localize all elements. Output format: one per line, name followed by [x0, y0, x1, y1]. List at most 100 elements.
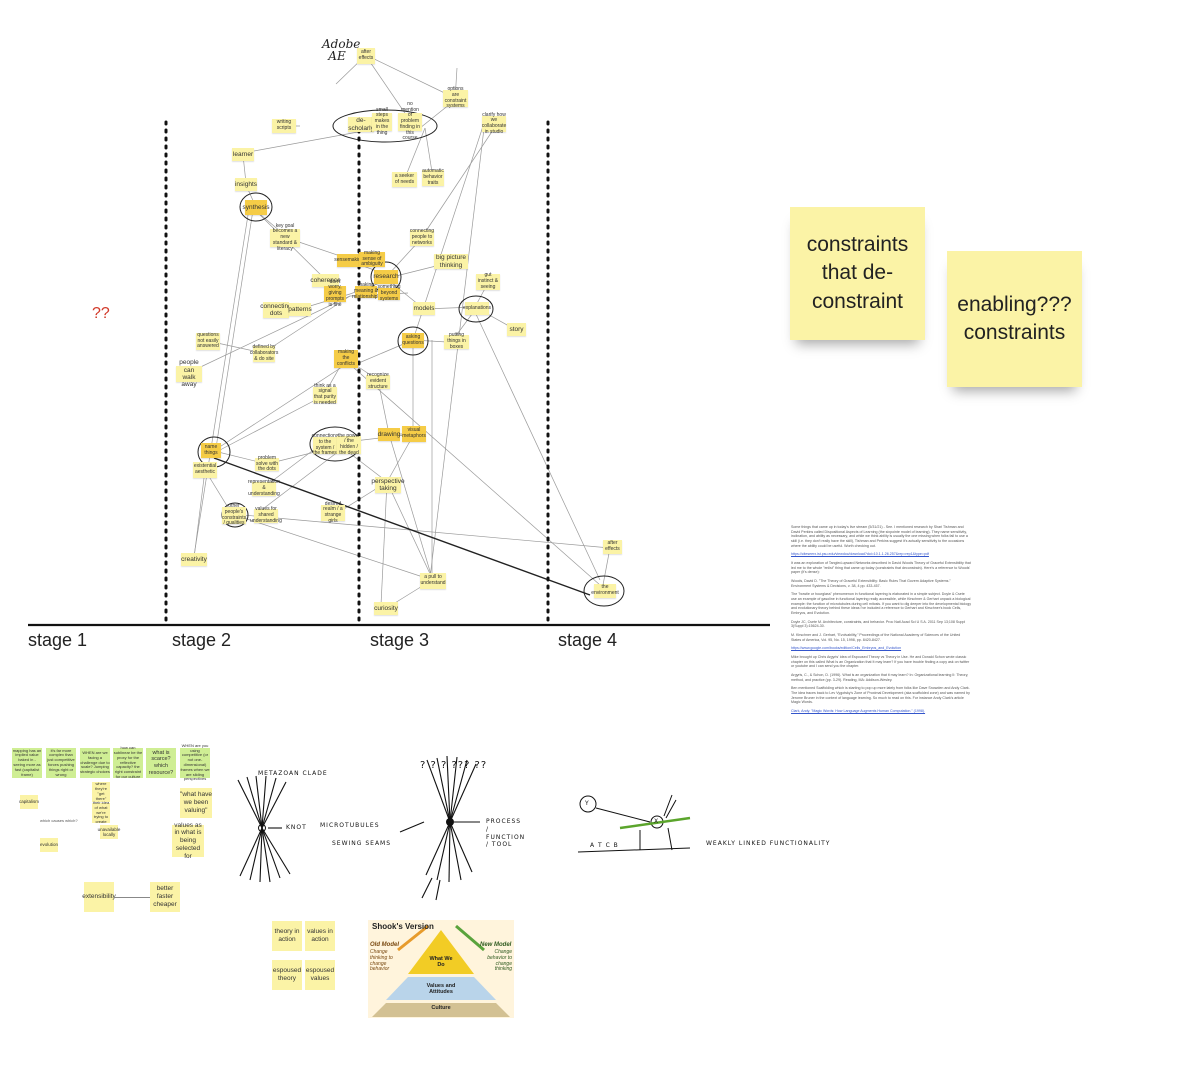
adobe-ae-handwriting: Adobe AE — [322, 37, 361, 63]
node-connecting-people[interactable]: connecting people to networks — [409, 228, 435, 246]
node-gut-instinct[interactable]: gut instinct & seeing — [476, 272, 500, 290]
node-values-for-shared[interactable]: values for shared understanding — [250, 506, 282, 524]
sticky-where-they[interactable]: where they're "get there" — [92, 782, 110, 802]
green-sticky-5[interactable]: what is scarce? which resource? — [146, 748, 176, 778]
pyramid-new-desc: Change behavior to change thinking — [487, 949, 512, 973]
sketch-atcb: A T C B — [590, 842, 619, 849]
node-connecting-dots[interactable]: connecting dots — [260, 302, 292, 318]
node-connections[interactable]: connections to the system / the frames — [311, 433, 339, 457]
node-automatic-behavior[interactable]: automatic behavior traits — [422, 168, 444, 186]
node-clarify-how[interactable]: clarify how we collaborate in studio — [481, 111, 507, 135]
green-sticky-2[interactable]: it's far more complex than just competit… — [46, 747, 76, 778]
sticky-better-faster[interactable]: better faster cheaper — [150, 882, 180, 912]
sticky-espoused-theory[interactable]: espoused theory — [272, 960, 302, 990]
node-explanations[interactable]: explanations — [463, 302, 491, 315]
node-perspective[interactable]: perspective taking — [371, 477, 405, 493]
sketch-process: PROCESS / FUNCTION / TOOL — [486, 818, 526, 849]
green-sticky-4[interactable]: how can sublinear be the proxy for the r… — [113, 745, 143, 779]
notes-link-5[interactable]: Clark, Andy. "Magic Words: How Language … — [791, 709, 926, 714]
pyramid-old-model: Old Model — [370, 942, 399, 948]
node-name-things[interactable]: name things — [201, 443, 221, 458]
sticky-constraints-deconstraint[interactable]: constraints that de-constraint — [790, 207, 925, 340]
node-seeker-of-needs[interactable]: a seeker of needs — [392, 172, 417, 187]
node-other-people[interactable]: other people's constraints / qualities — [221, 503, 247, 527]
node-de-scholarly[interactable]: de-scholarly — [348, 117, 374, 132]
sketch-sewing: SEWING SEAMS — [332, 840, 392, 847]
node-the-environment[interactable]: the environment — [591, 584, 619, 598]
green-sticky-3[interactable]: WHEN are we facing a challenge due to sc… — [80, 748, 110, 778]
node-after-effects-right[interactable]: after effects — [603, 540, 622, 554]
sticky-extensibility[interactable]: extensibility — [82, 882, 116, 912]
node-synthesis[interactable]: synthesis — [242, 200, 270, 215]
green-sticky-1[interactable]: mapping has an implied value baked in - … — [12, 747, 42, 778]
pyramid-old-desc: Change thinking to change behavior — [370, 949, 393, 973]
sticky-espoused-values[interactable]: espoused values — [305, 960, 335, 990]
node-think-as-signal[interactable]: think as a signal that purity is needed — [313, 382, 337, 406]
node-models[interactable]: models — [413, 302, 435, 315]
node-existential[interactable]: existential aesthetic — [193, 462, 217, 478]
node-tiny-2[interactable]: something beyond systems — [377, 284, 401, 302]
notes-citation-4: Argyris, C., & Schon, D. (1996). What is… — [791, 673, 969, 682]
node-people-can[interactable]: people can walk away — [176, 359, 202, 388]
sticky-theory-in-action[interactable]: theory in action — [272, 921, 302, 951]
node-desired-realm[interactable]: desired realm / a strange girls — [321, 501, 345, 524]
green-sticky-6[interactable]: WHEN are you using competitive (or not o… — [180, 742, 210, 782]
pyramid-title: Shook's Version — [372, 922, 434, 931]
node-problem-solve[interactable]: problem solve with the dots — [255, 454, 279, 473]
notes-paragraph-3: The "bowtie or hourglass" phenomenon in … — [791, 592, 971, 616]
node-curiosity[interactable]: curiosity — [374, 602, 398, 615]
sticky-values-in-action[interactable]: values in action — [305, 921, 335, 951]
node-big-picture[interactable]: big picture thinking — [434, 254, 468, 269]
stage-dividers — [164, 120, 550, 624]
sticky-evolution[interactable]: evolution — [40, 838, 58, 852]
node-recognize[interactable]: recognize evident structure — [366, 372, 390, 390]
sticky-their-idea[interactable]: their idea of what we're trying to creat… — [92, 800, 110, 825]
stage-label-3: stage 3 — [370, 630, 430, 650]
sticky-unavailable[interactable]: unavailable locally — [97, 825, 121, 839]
node-coherence[interactable]: coherence — [310, 274, 341, 287]
node-drawing[interactable]: drawing — [378, 428, 400, 441]
sticky-what-have[interactable]: "what have we been valuing" — [180, 788, 212, 818]
node-question-not[interactable]: questions not easily answered — [196, 331, 220, 350]
node-options-constraints[interactable]: options are constraint systems — [443, 86, 468, 110]
question-marks: ?? — [92, 305, 110, 322]
node-making-conflicts[interactable]: making the conflicts — [334, 350, 358, 368]
node-sensemaking[interactable]: sensemaking — [334, 254, 364, 267]
node-key-goal[interactable]: key goal becomes a new standard & litera… — [270, 223, 300, 252]
pyramid-bottom: Culture — [431, 1005, 451, 1011]
node-putting-things[interactable]: putting things in boxes — [444, 333, 469, 350]
weakly-linked-sketch — [577, 794, 691, 853]
node-story[interactable]: story — [507, 323, 526, 336]
sticky-values-as-in[interactable]: values as in what is being selected for — [172, 822, 204, 860]
sticky-capitalism[interactable]: capitalism — [19, 795, 39, 809]
node-writing-scripts[interactable]: writing scripts — [272, 119, 296, 133]
notes-link-1[interactable]: https://citeseerx.ist.psu.edu/viewdoc/do… — [791, 552, 929, 557]
node-defined-by[interactable]: defined by collaborators & do site — [249, 344, 279, 362]
node-no-mention[interactable]: no mention of problem finding in this co… — [398, 100, 422, 142]
node-research[interactable]: research — [373, 270, 399, 284]
node-asking-questions[interactable]: asking questions — [402, 333, 424, 348]
stage-label-4: stage 4 — [558, 630, 618, 650]
metazoan-sketch — [237, 755, 480, 901]
green-line — [619, 816, 691, 830]
node-a-pull[interactable]: a pull to understand — [420, 573, 446, 589]
node-visual-metaphors[interactable]: visual metaphors — [402, 426, 426, 442]
node-after-effects-top[interactable]: after effects — [357, 48, 375, 64]
sketch-x-label: X — [654, 818, 660, 825]
node-small-steps[interactable]: small steps makes in the thing — [372, 107, 392, 136]
node-representation[interactable]: representation & understanding — [248, 479, 280, 497]
pyramid-top: What We Do — [429, 956, 453, 969]
node-tiny-1[interactable]: making meaning & relationships — [351, 282, 381, 300]
node-insights[interactable]: insights — [235, 178, 257, 191]
node-patterns[interactable]: patterns — [288, 303, 312, 316]
sticky-enabling-constraints[interactable]: enabling??? constraints — [947, 251, 1082, 387]
node-learner[interactable]: learner — [232, 148, 254, 161]
node-the-power[interactable]: the power / the hidden / the dead — [337, 432, 361, 456]
pyramid-graphic — [368, 920, 514, 1018]
node-dont-worry[interactable]: don't worry, giving prompts is fine — [324, 279, 346, 308]
notes-citation-2: Woods, David D. "The Theory of Graceful … — [791, 579, 951, 588]
notes-link-3[interactable]: https://www.google.com/books/edition/Cel… — [791, 646, 902, 651]
node-creativity[interactable]: creativity — [181, 553, 207, 566]
node-making-sense[interactable]: making sense of ambiguity — [359, 250, 385, 267]
